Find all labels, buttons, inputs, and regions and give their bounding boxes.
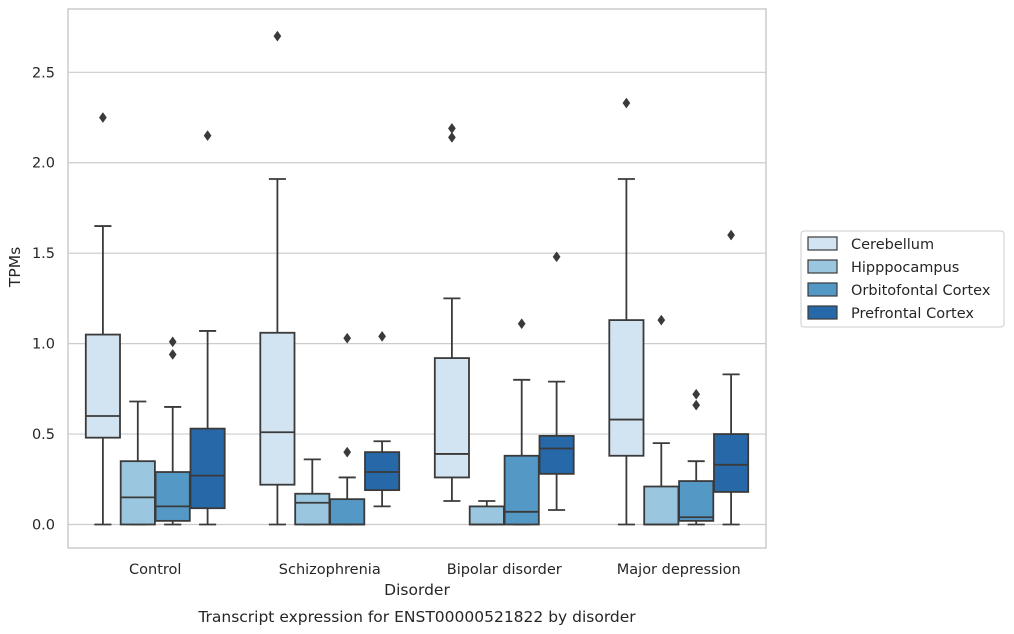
y-axis-label: TPMs xyxy=(6,247,24,288)
x-axis-label: Disorder xyxy=(384,581,450,599)
box-iqr xyxy=(84,333,121,439)
outlier-point xyxy=(98,112,107,123)
box-1-0 xyxy=(119,400,156,526)
box-iqr xyxy=(678,480,715,522)
box-iqr xyxy=(608,319,645,457)
box-iqr xyxy=(329,498,366,526)
outlier-point xyxy=(727,229,736,241)
box-3-2 xyxy=(538,380,575,511)
legend-swatch xyxy=(807,282,838,297)
box-iqr xyxy=(119,460,156,526)
box-1-1 xyxy=(294,458,331,526)
x-tick-labels: Control Schizophrenia Bipolar disorder Majo… xyxy=(129,562,741,578)
legend: Cerebellum Hipppocampus Orbitofontal Corte… xyxy=(800,230,1005,328)
box-iqr xyxy=(713,433,750,493)
outlier-point xyxy=(168,336,177,348)
legend-swatch xyxy=(807,259,838,274)
legend-label: Hipppocampus xyxy=(851,260,959,276)
y-tick-label: 1.0 xyxy=(32,337,55,353)
x-tick-label: Schizophrenia xyxy=(279,562,381,578)
outlier-point xyxy=(657,314,666,326)
box-iqr xyxy=(189,427,226,510)
box-3-1 xyxy=(364,440,401,508)
boxes-layer xyxy=(84,178,750,526)
outliers-layer xyxy=(98,30,736,458)
box-2-0 xyxy=(154,406,191,526)
y-tick-label: 1.5 xyxy=(32,246,55,262)
outlier-point xyxy=(168,349,177,360)
box-iqr xyxy=(538,434,575,475)
box-0-3 xyxy=(608,178,645,526)
box-iqr xyxy=(503,454,540,526)
chart-caption: Transcript expression for ENST0000052182… xyxy=(197,608,636,626)
plot-area xyxy=(67,8,767,549)
outlier-point xyxy=(343,332,352,344)
outlier-point xyxy=(692,388,701,400)
box-iqr xyxy=(468,505,505,526)
y-tick-labels: 0.0 0.5 1.0 1.5 2.0 2.5 xyxy=(32,65,55,533)
outlier-point xyxy=(378,330,387,342)
outlier-point xyxy=(273,30,282,42)
box-3-3 xyxy=(713,373,750,526)
legend-swatch xyxy=(807,236,838,251)
box-iqr xyxy=(643,485,680,526)
legend-swatch xyxy=(807,305,838,320)
x-tick-label: Bipolar disorder xyxy=(447,562,562,578)
y-tick-label: 2.5 xyxy=(32,65,55,81)
outlier-point xyxy=(692,399,701,411)
outlier-point xyxy=(203,130,212,142)
legend-label: Prefrontal Cortex xyxy=(851,306,974,322)
box-2-2 xyxy=(503,378,540,526)
box-0-2 xyxy=(433,297,470,502)
legend-label: Cerebellum xyxy=(851,237,934,253)
y-tick-label: 0.0 xyxy=(32,517,55,533)
box-iqr xyxy=(259,331,296,486)
x-tick-label: Major depression xyxy=(617,562,741,578)
box-1-2 xyxy=(468,500,505,526)
y-tick-label: 2.0 xyxy=(32,156,55,172)
outlier-point xyxy=(517,318,526,330)
box-0-1 xyxy=(259,178,296,526)
x-tick-label: Control xyxy=(129,562,181,578)
box-iqr xyxy=(364,451,401,492)
legend-frame xyxy=(800,230,1005,328)
outlier-point xyxy=(552,251,561,263)
box-3-0 xyxy=(189,330,226,526)
legend-label: Orbitofontal Cortex xyxy=(851,283,991,299)
outlier-point xyxy=(447,131,456,143)
box-2-1 xyxy=(329,476,366,526)
outlier-point xyxy=(622,97,631,109)
y-tick-label: 0.5 xyxy=(32,427,55,443)
box-0-0 xyxy=(84,225,121,526)
box-iqr xyxy=(154,471,191,522)
box-iqr xyxy=(294,492,331,526)
outlier-point xyxy=(343,446,352,458)
box-2-3 xyxy=(678,460,715,526)
box-iqr xyxy=(433,357,470,479)
